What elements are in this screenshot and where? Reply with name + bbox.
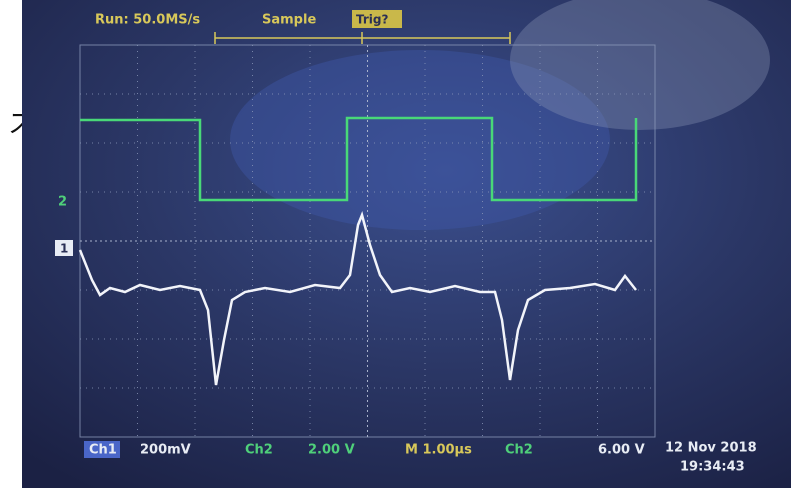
time: 19:34:43 bbox=[680, 460, 745, 475]
trigger-status: Trig? bbox=[356, 13, 388, 27]
page: {"side_text": "ス", "top_bar": {"run": "R… bbox=[0, 0, 791, 488]
ch2-label: Ch2 bbox=[245, 443, 273, 458]
run-status: Run: 50.0MS/s bbox=[95, 13, 200, 28]
date: 12 Nov 2018 bbox=[665, 441, 757, 456]
trigger-level: 6.00 V bbox=[598, 443, 645, 458]
timebase: M 1.00µs bbox=[405, 443, 472, 458]
ch2-marker: 2 bbox=[58, 195, 67, 210]
acq-mode: Sample bbox=[262, 13, 316, 28]
ch2-scale: 2.00 V bbox=[308, 443, 355, 458]
scope-photo: ス Run: 50.0MS/s Sample Trig? 2 1 Ch1 200… bbox=[0, 0, 791, 488]
ch1-scale: 200mV bbox=[140, 443, 191, 458]
ch1-marker: 1 bbox=[60, 242, 68, 256]
trigger-source: Ch2 bbox=[505, 443, 533, 458]
ch1-label: Ch1 bbox=[89, 443, 117, 458]
